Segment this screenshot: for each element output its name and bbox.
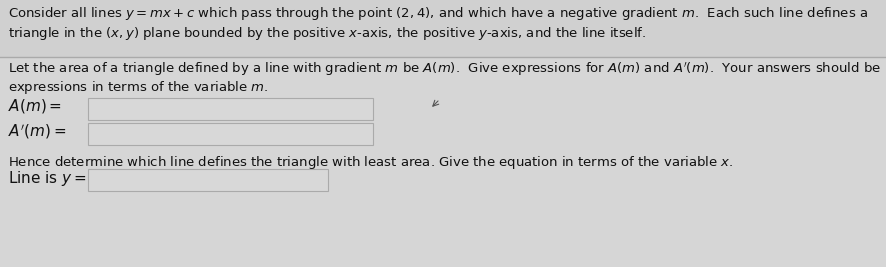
Text: expressions in terms of the variable $m$.: expressions in terms of the variable $m$… [8,79,268,96]
Text: Line is $y=$: Line is $y=$ [8,169,87,188]
Text: triangle in the $(x,y)$ plane bounded by the positive $x$-axis, the positive $y$: triangle in the $(x,y)$ plane bounded by… [8,25,646,42]
Bar [0,0,886,57]
Text: Let the area of a triangle defined by a line with gradient $m$ be $A(m)$.  Give : Let the area of a triangle defined by a … [8,60,881,77]
Bar [88,98,373,120]
Text: Hence determine which line defines the triangle with least area. Give the equati: Hence determine which line defines the t… [8,154,734,171]
Text: Consider all lines $y=mx+c$ which pass through the point $(2,4)$, and which have: Consider all lines $y=mx+c$ which pass t… [8,5,868,22]
Text: $A(m)=$: $A(m)=$ [8,97,62,115]
Text: $A'(m)=$: $A'(m)=$ [8,122,66,141]
Bar [88,123,373,145]
Bar [88,169,328,191]
